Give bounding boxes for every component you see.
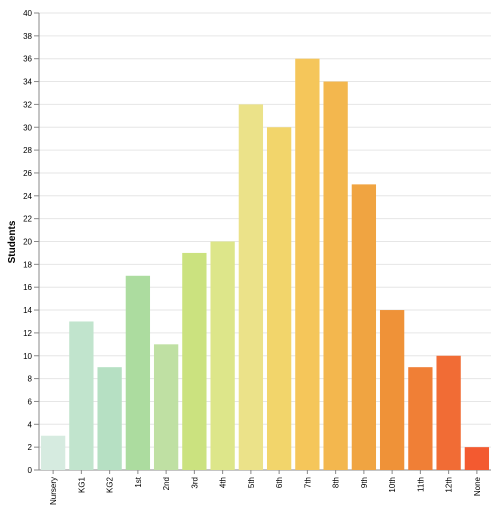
y-tick-label: 6 [28,397,33,406]
bar-kg2[interactable] [97,367,122,470]
y-axis-title: Students [7,220,18,263]
x-tick-label: Nursery [49,477,58,505]
gridlines [39,12,491,471]
x-tick-label: 4th [219,477,228,488]
x-tick-label: 2nd [162,477,171,490]
y-tick-label: 24 [23,192,32,201]
y-tick-label: 22 [23,215,32,224]
bar-9th[interactable] [351,184,377,470]
y-tick-label: 34 [23,78,32,87]
bar-3rd[interactable] [182,252,207,470]
bar-10th[interactable] [379,310,405,470]
y-tick-label: 28 [23,146,32,155]
bar-11th[interactable] [408,367,433,470]
bar-1st[interactable] [125,275,151,470]
x-tick-label: KG2 [106,476,115,493]
x-tick-label: 10th [388,477,397,493]
bar-kg1[interactable] [69,321,94,470]
y-tick-label: 30 [23,123,32,132]
bar-12th[interactable] [436,355,461,470]
x-tick-label: 1st [134,476,143,487]
y-tick-label: 12 [23,329,32,338]
y-tick-label: 4 [28,420,33,429]
y-tick-label: 40 [23,9,32,18]
x-tick-label: 8th [332,477,341,488]
y-tick-label: 18 [23,260,32,269]
x-tick-label: None [473,476,482,496]
x-tick-label: 12th [445,477,454,493]
y-tick-label: 36 [23,55,32,64]
y-tick-label: 2 [28,443,33,452]
x-tick-label: 5th [247,477,256,488]
y-tick-label: 16 [23,283,32,292]
bar-8th[interactable] [323,81,348,471]
bar-nursery[interactable] [40,435,66,470]
y-tick-label: 10 [23,352,32,361]
bar-none[interactable] [464,447,490,470]
x-tick-label: KG1 [77,476,86,493]
x-tick-label: 6th [275,477,284,488]
x-tick-label: 9th [360,477,369,488]
y-tick-label: 38 [23,32,32,41]
bars [40,58,490,471]
bar-7th[interactable] [295,58,320,470]
x-tick-label: 3rd [190,477,199,489]
y-tick-label: 26 [23,169,32,178]
bar-4th[interactable] [210,241,235,471]
x-axis: Nursery KG1 KG2 1st 2nd 3rd 4th 5th 6th 7th 8th 9th… [39,469,491,505]
bar-6th[interactable] [266,127,292,470]
x-tick-label: 7th [303,477,312,488]
y-tick-label: 14 [23,306,32,315]
x-tick-label: 11th [416,477,425,492]
y-tick-label: 8 [28,375,33,384]
y-tick-label: 32 [23,100,32,109]
bar-5th[interactable] [238,104,264,471]
y-tick-label: 0 [28,466,33,475]
y-tick-label: 20 [23,238,32,247]
bar-2nd[interactable] [153,344,179,470]
